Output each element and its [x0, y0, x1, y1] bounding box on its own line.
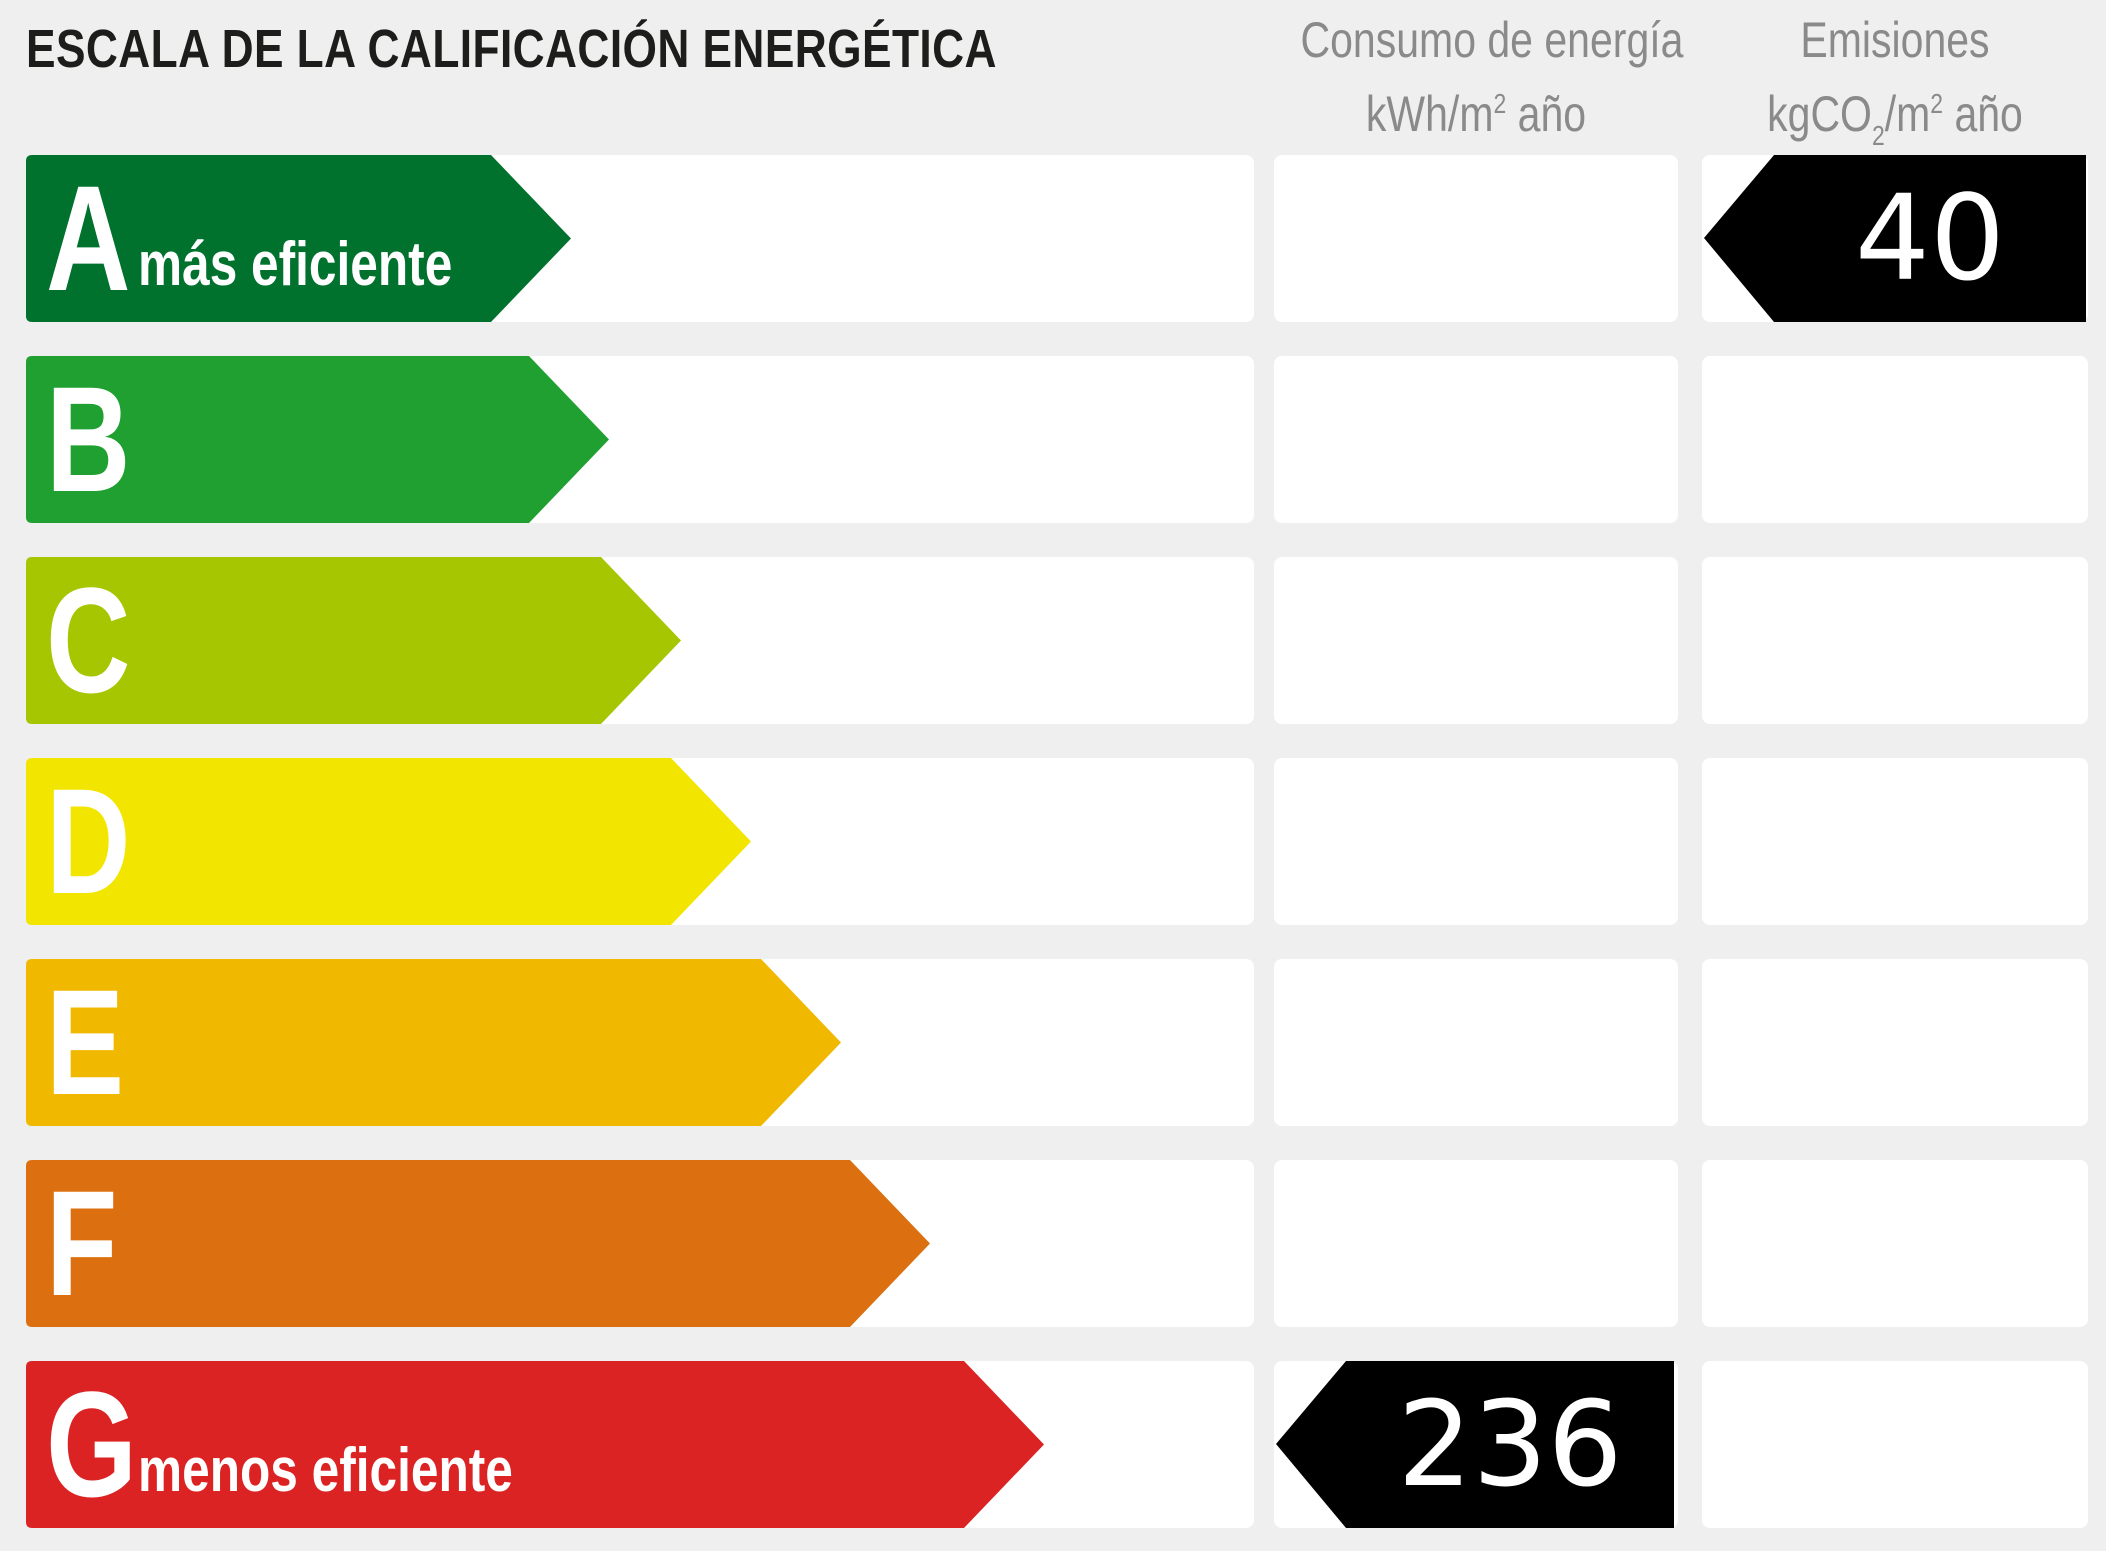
- indicator-arrow-shape: [1704, 155, 2086, 322]
- rating-arrow-f: [26, 1160, 930, 1327]
- consumo-cell: [1274, 1160, 1678, 1327]
- indicator-arrow-shape: [1276, 1361, 1674, 1528]
- rating-arrow-shape: [26, 959, 841, 1126]
- consumo-cell: [1274, 557, 1678, 724]
- rating-row-e: E: [0, 959, 2106, 1126]
- rating-letter: D: [46, 757, 131, 925]
- rating-indicator: 40: [1704, 155, 2086, 322]
- rating-arrow-b: [26, 356, 609, 523]
- emisiones-column-header: Emisiones kgCO2/m2 año: [1690, 8, 2100, 168]
- emisiones-cell: [1702, 557, 2088, 724]
- rating-row-c: C: [0, 557, 2106, 724]
- rating-arrow-shape: [26, 1361, 1044, 1528]
- chart-title: ESCALA DE LA CALIFICACIÓN ENERGÉTICA: [26, 19, 997, 79]
- rating-letter: A: [46, 154, 131, 322]
- consumo-column-header: Consumo de energía kWh/m2 año: [1262, 8, 1690, 146]
- rating-arrow-e: [26, 959, 841, 1126]
- rating-arrow-c: [26, 557, 681, 724]
- rating-arrow-shape: [26, 758, 751, 925]
- consumo-cell: [1274, 959, 1678, 1126]
- rating-row-b: B: [0, 356, 2106, 523]
- consumo-header-line1: Consumo de energía: [1300, 12, 1684, 68]
- rating-letter: B: [46, 355, 131, 523]
- rating-description: menos eficiente: [138, 1436, 513, 1505]
- rating-letter: F: [46, 1159, 118, 1327]
- rating-letter: C: [46, 556, 131, 724]
- consumo-cell: [1274, 155, 1678, 322]
- rating-letter: G: [46, 1360, 138, 1528]
- rating-letter: E: [46, 958, 125, 1126]
- rating-arrow-shape: [26, 155, 571, 322]
- rating-arrow-d: [26, 758, 751, 925]
- rating-arrow-shape: [26, 356, 609, 523]
- rating-indicator: 236: [1276, 1361, 1674, 1528]
- emisiones-cell: [1702, 356, 2088, 523]
- rating-arrow-a: [26, 155, 571, 322]
- rating-row-f: F: [0, 1160, 2106, 1327]
- rating-row-d: D: [0, 758, 2106, 925]
- indicator-value: 236: [1397, 1375, 1623, 1513]
- consumo-cell: [1274, 356, 1678, 523]
- rating-arrow-shape: [26, 557, 681, 724]
- rating-arrow-g: [26, 1361, 1044, 1528]
- consumo-header-unit: kWh/m2 año: [1365, 86, 1587, 142]
- consumo-cell: [1274, 758, 1678, 925]
- emisiones-cell: [1702, 1361, 2088, 1528]
- rating-description: más eficiente: [138, 230, 453, 299]
- emisiones-cell: [1702, 758, 2088, 925]
- rating-arrow-shape: [26, 1160, 930, 1327]
- emisiones-header-line1: Emisiones: [1800, 12, 1990, 68]
- emisiones-cell: [1702, 959, 2088, 1126]
- indicator-value: 40: [1854, 169, 2006, 307]
- emisiones-header-unit: kgCO2/m2 año: [1767, 86, 2023, 151]
- emisiones-cell: [1702, 1160, 2088, 1327]
